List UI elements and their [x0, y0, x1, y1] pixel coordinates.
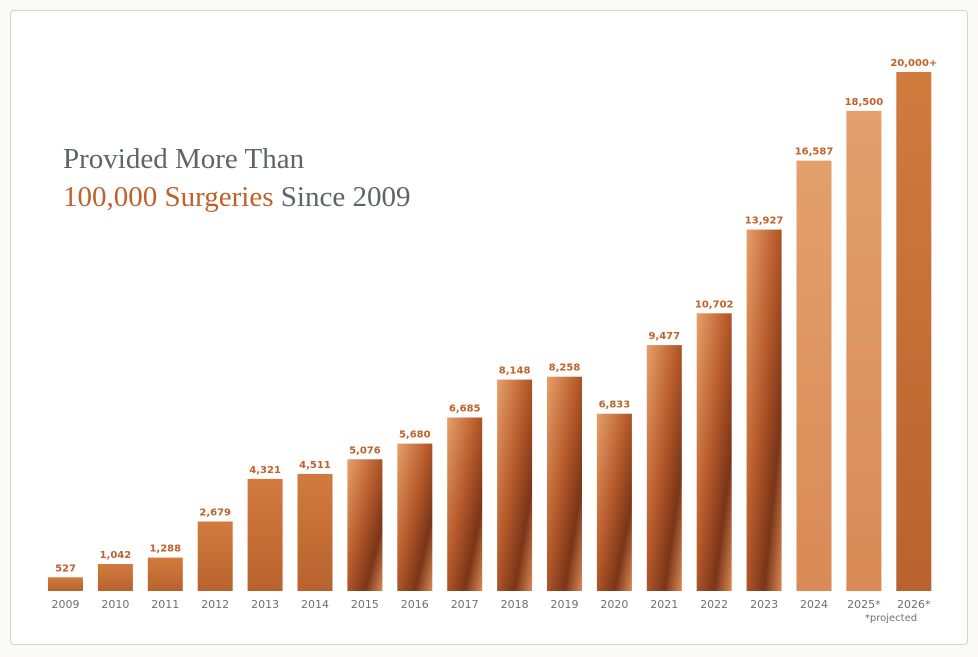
value-label-2024: 16,587 [795, 147, 834, 158]
value-label-2022: 10,702 [695, 299, 734, 310]
value-label-2016: 5,680 [399, 430, 431, 441]
x-tick-label-2017: 2017 [451, 598, 479, 611]
x-tick-label-2018: 2018 [501, 598, 529, 611]
x-tick-label-2020: 2020 [600, 598, 628, 611]
x-tick-label-2024: 2024 [800, 598, 828, 611]
bar-2023 [746, 229, 782, 591]
x-tick-label-2026: 2026* [897, 598, 931, 611]
x-tick-label-2022: 2022 [700, 598, 728, 611]
projected-footnote: *projected [865, 613, 917, 624]
x-tick-label-2014: 2014 [301, 598, 329, 611]
bar-2015 [347, 459, 383, 591]
x-tick-label-2011: 2011 [151, 598, 179, 611]
x-tick-label-2013: 2013 [251, 598, 279, 611]
value-label-2019: 8,258 [549, 363, 581, 374]
value-label-2026: 20,000+ [890, 58, 937, 69]
x-tick-label-2023: 2023 [750, 598, 778, 611]
bar-2025 [846, 110, 882, 592]
headline: Provided More Than 100,000 Surgeries Sin… [63, 140, 410, 216]
x-tick-label-2021: 2021 [650, 598, 678, 611]
x-tick-label-2012: 2012 [201, 598, 229, 611]
value-label-2025: 18,500 [845, 97, 884, 108]
bar-2009 [48, 577, 83, 591]
value-label-2017: 6,685 [449, 404, 481, 415]
bar-2021 [646, 345, 682, 591]
value-label-2012: 2,679 [199, 508, 231, 519]
bar-2016 [397, 443, 433, 591]
value-label-2015: 5,076 [349, 445, 381, 456]
bar-2024 [796, 160, 832, 591]
value-label-2009: 527 [55, 563, 76, 574]
bar-2019 [547, 376, 582, 591]
bar-2020 [596, 413, 632, 591]
x-tick-label-2010: 2010 [101, 598, 129, 611]
headline-rest: Since 2009 [280, 181, 411, 213]
value-label-2013: 4,321 [249, 465, 281, 476]
headline-line1: Provided More Than [63, 143, 305, 175]
value-label-2021: 9,477 [648, 331, 680, 342]
value-label-2020: 6,833 [599, 400, 631, 411]
x-tick-label-2009: 2009 [52, 598, 80, 611]
bar-2010 [97, 564, 133, 591]
bar-2014 [297, 473, 333, 591]
x-tick-label-2019: 2019 [551, 598, 579, 611]
value-label-2014: 4,511 [299, 460, 331, 471]
x-tick-label-2015: 2015 [351, 598, 379, 611]
value-label-2011: 1,288 [149, 544, 181, 555]
headline-highlight: 100,000 Surgeries [63, 181, 274, 213]
value-label-2010: 1,042 [100, 550, 132, 561]
bar-2013 [247, 478, 283, 591]
x-tick-label-2016: 2016 [401, 598, 429, 611]
bar-2018 [497, 379, 533, 591]
value-label-2018: 8,148 [499, 366, 531, 377]
bar-2026 [896, 72, 932, 591]
bar-2011 [147, 557, 183, 591]
x-tick-label-2025: 2025* [847, 598, 881, 611]
bar-2022 [696, 313, 732, 591]
bar-2012 [197, 521, 233, 591]
value-label-2023: 13,927 [745, 216, 784, 227]
bar-2017 [447, 417, 483, 591]
